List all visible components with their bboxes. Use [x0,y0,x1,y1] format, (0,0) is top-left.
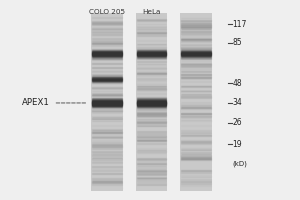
Bar [181,13,212,191]
Text: 19: 19 [232,140,242,149]
Text: 34: 34 [232,98,242,107]
Text: 26: 26 [232,118,242,127]
Bar [91,13,122,191]
Text: APEX1: APEX1 [22,98,50,107]
Text: (kD): (kD) [232,161,247,167]
Bar [136,13,167,191]
Text: COLO 205: COLO 205 [89,9,125,15]
Text: 117: 117 [232,20,247,29]
Text: HeLa: HeLa [142,9,161,15]
Text: 48: 48 [232,79,242,88]
Text: 85: 85 [232,38,242,47]
